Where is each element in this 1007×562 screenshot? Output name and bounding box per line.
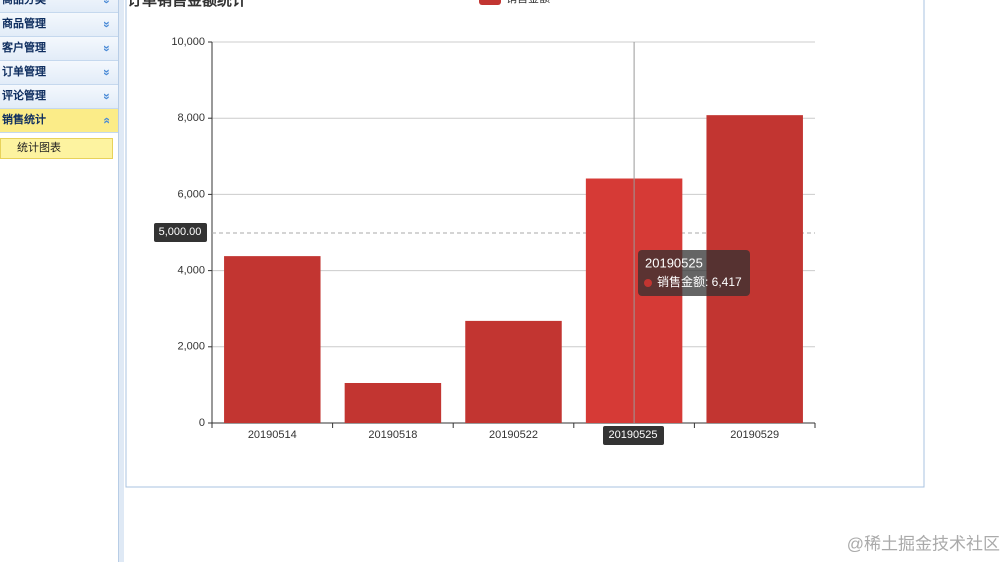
y-tick-label: 6,000 — [177, 188, 205, 200]
bar — [344, 382, 442, 423]
x-tick-label: 20190522 — [489, 429, 538, 441]
sidebar: 商品分类商品管理客户管理订单管理评论管理销售统计统计图表 — [0, 0, 118, 159]
x-tick-label: 20190529 — [730, 429, 779, 441]
pointer-label-box — [154, 223, 207, 242]
pointer-label-box — [603, 426, 664, 445]
y-tick-label: 10,000 — [171, 36, 205, 48]
legend-label: 销售金额 — [506, 0, 550, 5]
y-tick-label: 0 — [199, 417, 205, 429]
watermark: @稀土掘金技术社区 — [847, 534, 1000, 553]
x-tick-label: 20190514 — [248, 429, 297, 441]
panel — [125, 0, 925, 488]
pointer-label: 5,000.00 — [159, 226, 202, 238]
menu-item[interactable]: 评论管理 — [0, 85, 118, 109]
y-tick-label: 8,000 — [177, 112, 205, 124]
tooltip-title: 20190525 — [645, 255, 703, 270]
y-tick-label: 4,000 — [177, 265, 205, 277]
splitter — [118, 0, 124, 562]
x-tick-label: 20190518 — [368, 429, 417, 441]
bar — [224, 256, 321, 423]
menu-item[interactable]: 订单管理 — [0, 61, 118, 85]
pointer-label: 20190525 — [609, 429, 658, 441]
bar — [465, 320, 562, 423]
submenu-item[interactable]: 统计图表 — [0, 138, 113, 159]
menu-item[interactable]: 销售统计 — [0, 109, 118, 133]
tooltip-text: 销售金额: 6,417 — [657, 274, 742, 289]
tooltip-dot — [644, 279, 652, 287]
y-tick-label: 2,000 — [177, 341, 205, 353]
tooltip-box — [638, 250, 750, 296]
menu-item[interactable]: 客户管理 — [0, 37, 118, 61]
chart-title: 订单销售金额统计 — [127, 0, 247, 9]
legend-swatch — [479, 0, 501, 5]
